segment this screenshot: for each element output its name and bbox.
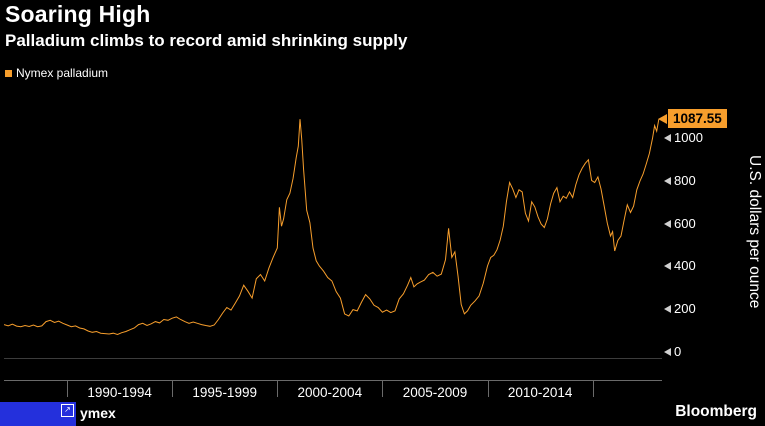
y-tick: 200 [664,302,696,316]
price-chart [4,96,662,359]
x-tick-label: 1995-1999 [192,385,257,400]
tick-arrow-icon [664,219,671,228]
y-tick: 600 [664,215,696,231]
last-price-badge: 1087.55 [668,109,727,129]
legend-label: Nymex palladium [16,66,109,80]
y-tick-label: 0 [674,344,682,359]
y-tick-label: 1000 [674,130,703,145]
source-label: ymex [80,405,116,421]
page-title: Soaring High [5,1,151,27]
price-chart-svg [4,119,660,336]
tick-arrow-icon [664,134,671,142]
x-tick-label: 1990-1994 [87,385,152,400]
x-tick [592,381,594,397]
y-tick: 400 [664,259,696,273]
expand-icon[interactable]: ↗ [61,404,74,417]
x-tick [277,381,279,397]
legend: Nymex palladium [5,66,108,80]
x-tick-label: 2005-2009 [402,385,468,400]
y-tick-label: 600 [674,215,696,231]
chart-subtitle: Palladium climbs to record amid shrinkin… [5,31,408,50]
y-tick: 0 [664,345,681,359]
x-tick-label: 2000-2004 [297,385,363,400]
x-tick [487,381,489,397]
price-line [4,119,660,336]
x-axis: 1990-1994 1995-1999 2000-2004 2005-2009 2010… [4,380,662,403]
tick-arrow-icon [664,176,671,185]
y-axis-title: U.S. dollars per ounce [746,155,763,309]
y-tick-label: 800 [674,172,696,188]
tick-arrow-icon [664,305,671,314]
y-tick: 1000 [664,131,703,145]
badge-arrow-icon [658,114,667,125]
x-tick-label: 2010-2014 [507,385,573,400]
x-tick [67,381,69,397]
y-tick-label: 400 [674,258,696,274]
y-tick-label: 200 [674,301,696,317]
legend-swatch-icon [5,69,12,77]
bloomberg-logo: Bloomberg [675,403,757,420]
y-tick: 800 [664,172,696,188]
tick-arrow-icon [664,348,671,356]
x-tick [172,381,174,397]
x-tick [382,381,384,397]
tick-arrow-icon [664,262,671,271]
